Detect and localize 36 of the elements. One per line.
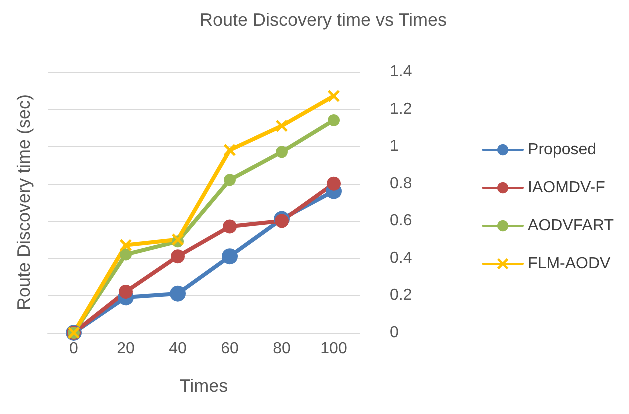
y-tick-label: 0.4 xyxy=(390,250,412,267)
point xyxy=(222,248,238,265)
x-tick-label: 20 xyxy=(117,340,135,358)
y-tick-label: 0.2 xyxy=(390,287,412,304)
point xyxy=(328,114,340,126)
point xyxy=(327,176,341,191)
x-tick-label: 0 xyxy=(70,340,79,358)
point xyxy=(119,284,133,299)
point xyxy=(120,248,132,261)
y-tick-label: 1.4 xyxy=(390,64,412,80)
x-tick-label: 100 xyxy=(320,340,348,358)
point xyxy=(276,146,288,158)
x-tick-label: 40 xyxy=(169,340,187,358)
chart-title: Route Discovery time vs Times xyxy=(200,10,448,30)
y-tick-label: 1.2 xyxy=(390,100,412,118)
x-tick-label: 80 xyxy=(273,340,291,358)
legend-label: FLM-AODV xyxy=(528,256,612,272)
point xyxy=(275,214,289,228)
point xyxy=(120,239,132,252)
legend-label: Proposed xyxy=(528,142,597,158)
legend-label: AODVFART xyxy=(528,218,614,234)
y-tick-label: 0 xyxy=(390,324,399,342)
point xyxy=(223,220,237,234)
y-tick-label: 1 xyxy=(390,138,399,156)
y-axis-title: Route Discovery time (sec) xyxy=(14,94,34,311)
point xyxy=(224,144,236,156)
point xyxy=(170,286,186,302)
point xyxy=(224,174,236,186)
y-tick-label: 0.6 xyxy=(390,212,412,230)
point xyxy=(328,90,340,102)
legend-label: IAOMDV-F xyxy=(528,180,606,196)
point xyxy=(276,120,288,132)
point xyxy=(171,250,185,264)
x-tick-label: 60 xyxy=(221,340,239,358)
x-axis-title: Times xyxy=(180,376,228,396)
y-tick-label: 0.8 xyxy=(390,175,412,192)
